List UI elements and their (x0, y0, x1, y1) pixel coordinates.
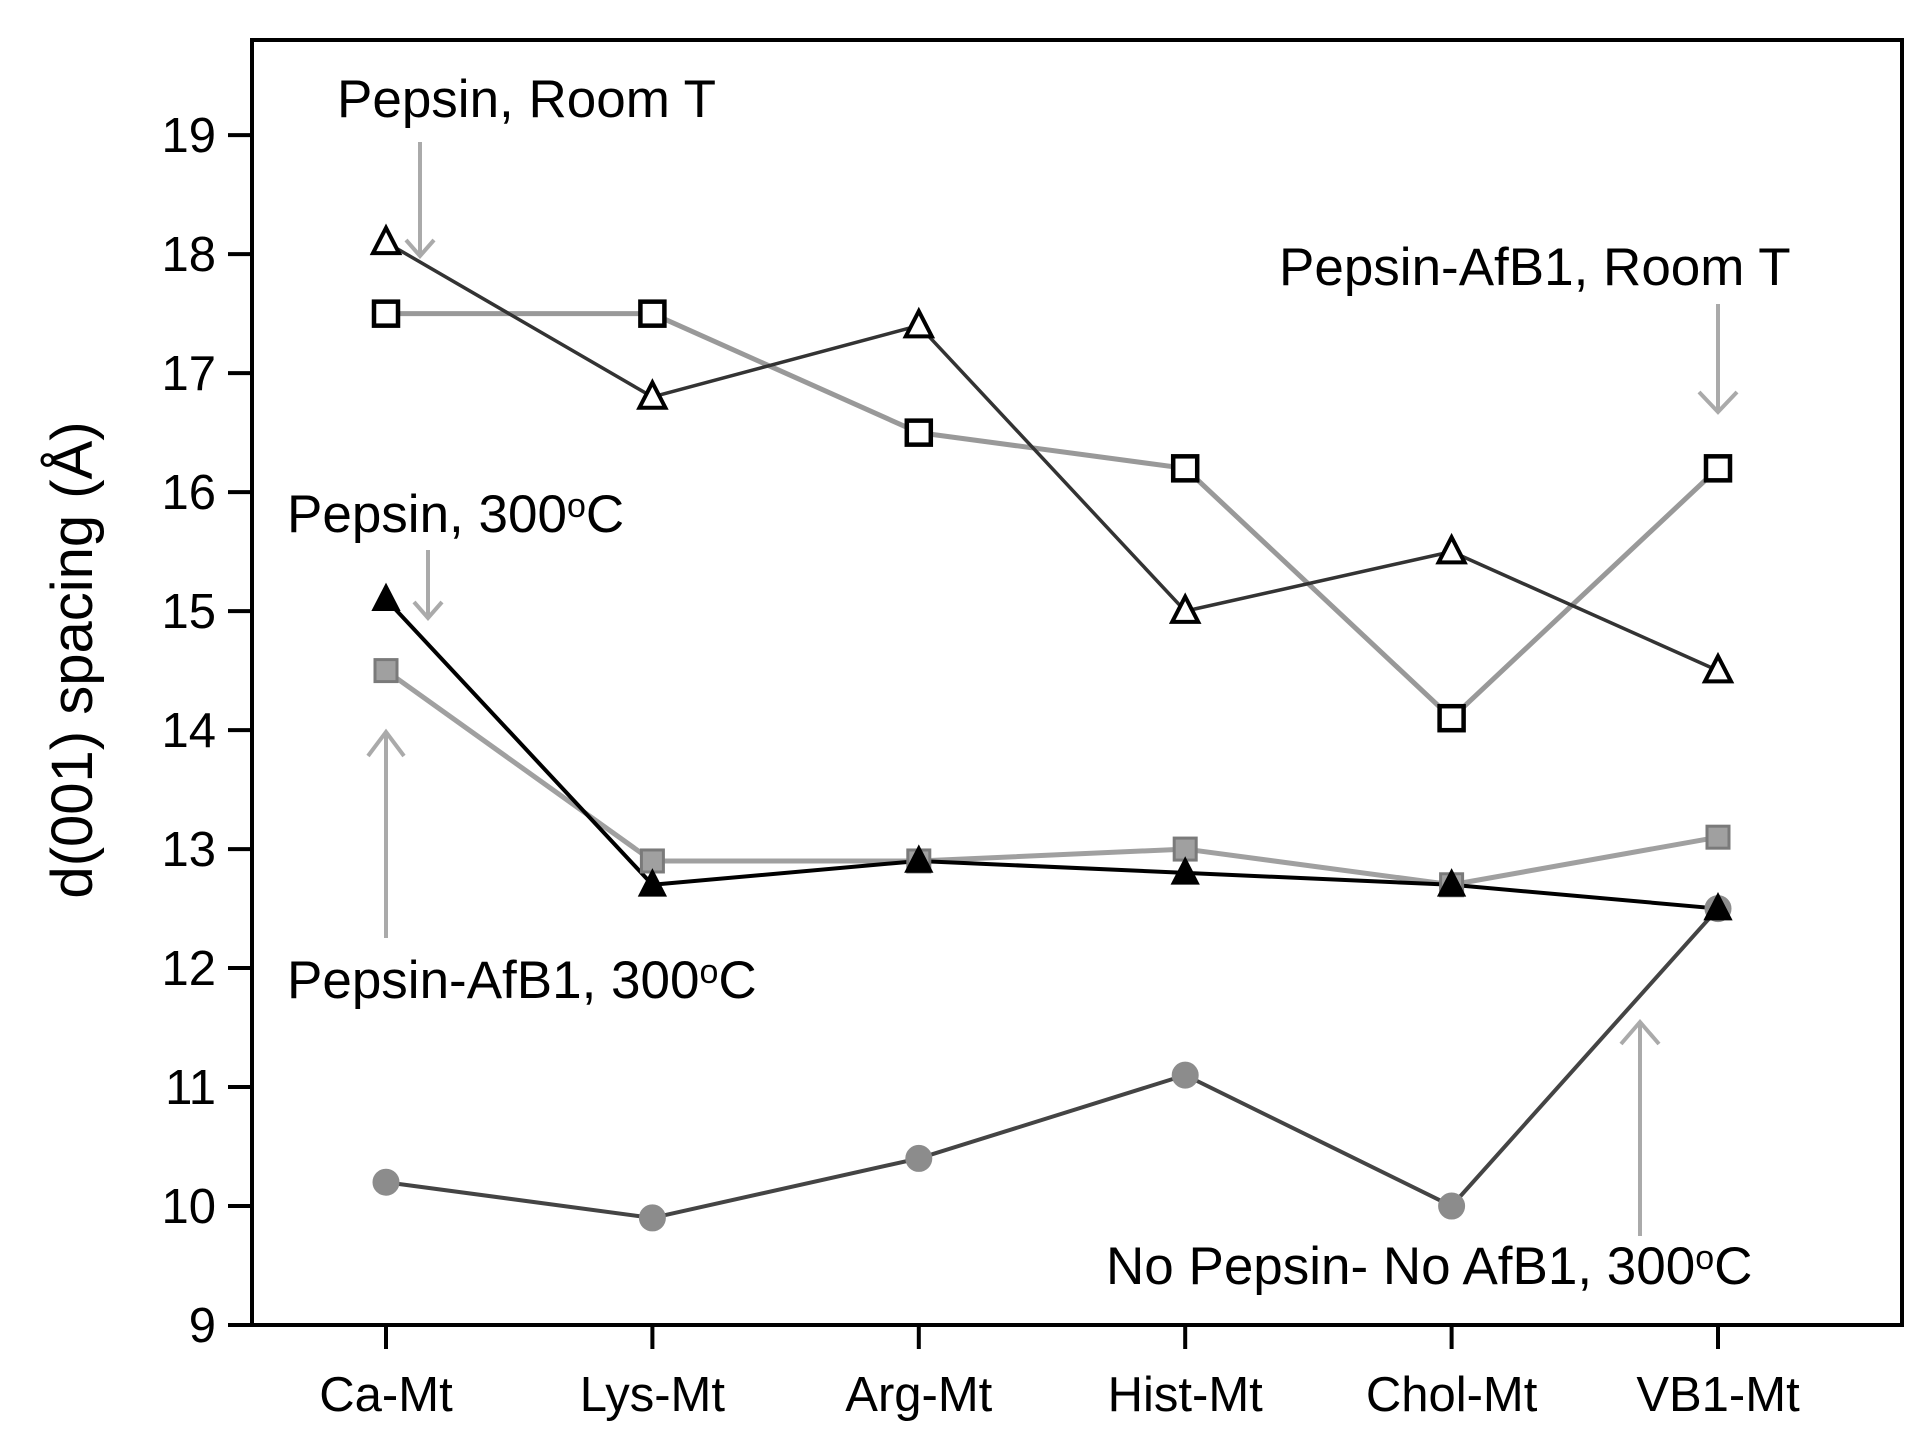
y-tick-label: 13 (161, 823, 216, 877)
data-point (638, 1204, 666, 1232)
annotation-pepsin-300-label: Pepsin, 300oC (287, 485, 624, 544)
annotation-pepsin-300-sup: o (567, 487, 586, 525)
data-point (372, 1168, 400, 1196)
data-point (371, 299, 401, 328)
data-point (637, 868, 668, 897)
data-point (1435, 532, 1468, 565)
annotation-afb1-300-label: Pepsin-AfB1, 300oC (287, 951, 757, 1010)
annotation-pepsin-300: Pepsin, 300oC (287, 485, 624, 622)
annotation-pepsin-room-arrow (404, 142, 436, 260)
y-tick-label: 17 (161, 347, 216, 401)
data-point (1705, 824, 1731, 850)
annotation-afb1-300-end: C (718, 951, 756, 1010)
y-tick-label: 9 (189, 1299, 216, 1353)
y-tick-label: 10 (161, 1180, 216, 1234)
series-layer (369, 223, 1735, 1232)
x-tick-label: Chol-Mt (1366, 1368, 1538, 1422)
data-point (638, 299, 667, 328)
annotation-afb1-300-sup: o (699, 953, 718, 991)
data-point (636, 378, 669, 410)
annotation-none-300-end: C (1714, 1237, 1752, 1296)
y-tick-label: 11 (165, 1061, 216, 1115)
x-tick-label: Ca-Mt (319, 1368, 453, 1422)
annotation-pepsin-300-arrow (412, 550, 444, 622)
x-tick-label: Arg-Mt (845, 1368, 992, 1422)
y-tick-label: 19 (161, 109, 216, 163)
data-point (371, 582, 401, 612)
data-point (1703, 454, 1733, 483)
data-point (369, 223, 403, 256)
data-point (1168, 592, 1202, 624)
y-tick-label: 12 (161, 942, 216, 996)
annotation-afb1-300: Pepsin-AfB1, 300oC (287, 728, 757, 1010)
y-axis: 9 10 11 12 13 14 15 16 17 18 19 (161, 109, 252, 1353)
y-axis-title: d(001) spacing (Å) (40, 421, 105, 898)
annotation-pepsin-room: Pepsin, Room T (337, 70, 716, 260)
y-tick-label: 16 (161, 466, 216, 520)
y-tick-label: 14 (161, 704, 216, 758)
data-point (904, 418, 934, 447)
annotation-afb1-room-label: Pepsin-AfB1, Room T (1279, 238, 1791, 297)
data-point (905, 1144, 933, 1172)
y-tick-label: 18 (161, 228, 216, 282)
data-point (373, 658, 399, 684)
data-point (1701, 651, 1735, 684)
annotation-none-300-arrow (1619, 1018, 1661, 1236)
annotation-pepsin-room-label: Pepsin, Room T (337, 70, 716, 129)
series-line (384, 597, 1719, 911)
annotation-afb1-300-main: Pepsin-AfB1, 300 (287, 951, 699, 1010)
annotation-none-300-label: No Pepsin- No AfB1, 300oC (1106, 1237, 1752, 1296)
y-tick-label: 15 (161, 585, 216, 639)
annotation-none-300-main: No Pepsin- No AfB1, 300 (1106, 1237, 1695, 1296)
annotation-afb1-room: Pepsin-AfB1, Room T (1279, 238, 1791, 415)
data-point (1170, 856, 1200, 885)
series-line (385, 907, 1720, 1220)
x-tick-label: Lys-Mt (580, 1368, 726, 1422)
data-point (1703, 891, 1733, 921)
plot-frame (250, 38, 1904, 1327)
annotation-afb1-300-arrow (366, 728, 406, 938)
annotation-afb1-room-arrow (1697, 304, 1739, 415)
annotation-none-300: No Pepsin- No AfB1, 300oC (1106, 1018, 1752, 1296)
annotation-pepsin-300-main: Pepsin, 300 (287, 485, 567, 544)
x-axis: Ca-Mt Lys-Mt Arg-Mt Hist-Mt Chol-Mt VB1-Mt (319, 1325, 1800, 1422)
x-tick-label: VB1-Mt (1636, 1368, 1800, 1422)
series-line (386, 311, 1720, 721)
data-point (1170, 454, 1200, 483)
data-point (904, 844, 934, 873)
annotation-none-300-sup: o (1695, 1239, 1714, 1277)
series-line (385, 240, 1719, 673)
data-point (1171, 1061, 1199, 1089)
x-tick-label: Hist-Mt (1108, 1368, 1264, 1422)
annotation-pepsin-300-end: C (586, 485, 624, 544)
data-point (1436, 868, 1467, 897)
data-point (1438, 1192, 1466, 1220)
data-point (902, 306, 936, 339)
data-point (1437, 703, 1466, 733)
series-line (384, 668, 1719, 888)
